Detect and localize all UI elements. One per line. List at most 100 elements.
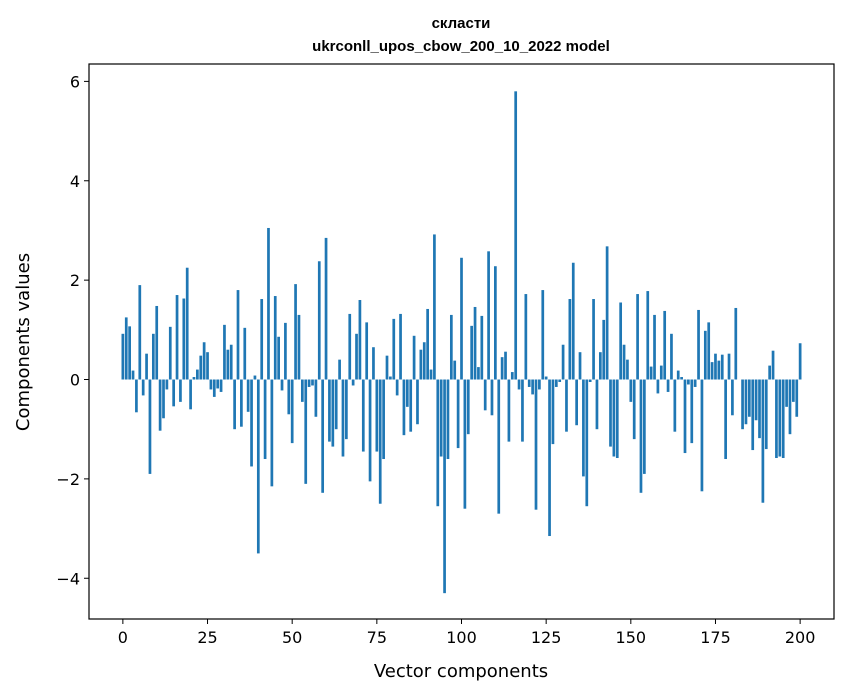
bar <box>405 379 409 407</box>
bar <box>477 367 480 380</box>
bar <box>741 379 744 430</box>
x-tick-label: 150 <box>616 628 647 647</box>
bar <box>561 344 565 380</box>
bar-series <box>121 91 802 594</box>
bar <box>189 379 192 410</box>
bar <box>629 379 633 402</box>
bar <box>372 347 375 380</box>
bar <box>578 352 582 380</box>
bar <box>145 353 148 380</box>
chart-subtitle: ukrconll_upos_cbow_200_10_2022 model <box>312 38 610 55</box>
bar <box>731 379 734 416</box>
bar <box>585 379 589 507</box>
bar <box>426 308 429 380</box>
x-tick-label: 100 <box>446 628 477 647</box>
bar <box>361 379 365 452</box>
bar <box>287 379 291 415</box>
bar <box>646 291 650 380</box>
bar <box>781 379 785 459</box>
bar <box>338 359 341 380</box>
bar <box>514 91 518 380</box>
x-tick-label: 25 <box>197 628 217 647</box>
bar <box>565 379 568 432</box>
bar <box>351 379 355 386</box>
bar <box>148 379 152 474</box>
bar <box>588 379 592 382</box>
y-tick-label: −4 <box>56 569 80 588</box>
bar <box>792 379 795 402</box>
bar <box>253 375 257 380</box>
bar <box>527 379 531 387</box>
bar <box>775 379 778 459</box>
bar <box>138 285 142 380</box>
bar <box>710 362 714 380</box>
bar <box>334 379 338 430</box>
bar <box>348 313 352 380</box>
bar <box>666 379 670 392</box>
bar <box>544 376 548 380</box>
bar <box>422 342 426 380</box>
bar <box>182 298 186 380</box>
bar <box>605 246 609 380</box>
bar <box>659 365 663 380</box>
x-axis-label: Vector components <box>374 661 548 682</box>
bar <box>128 326 131 380</box>
bar <box>551 379 555 445</box>
bar <box>172 379 176 407</box>
bar <box>788 379 792 435</box>
bar <box>758 379 761 439</box>
bar <box>663 310 667 380</box>
x-tick-label: 0 <box>118 628 128 647</box>
bar <box>368 379 372 482</box>
bar <box>226 349 230 380</box>
bar <box>399 313 402 380</box>
bar <box>446 379 450 460</box>
bar <box>466 379 470 435</box>
bar <box>179 379 182 402</box>
bar <box>622 344 626 380</box>
bar <box>436 379 440 507</box>
bar <box>470 325 474 380</box>
bar <box>307 379 311 387</box>
x-tick-label: 50 <box>282 628 302 647</box>
bar <box>632 379 636 440</box>
bar <box>155 305 159 380</box>
bar <box>331 379 335 447</box>
y-tick-label: 4 <box>70 172 80 191</box>
bar <box>223 324 226 380</box>
bar <box>135 379 138 413</box>
bar <box>744 379 748 425</box>
y-tick-label: −2 <box>56 470 80 489</box>
bar <box>568 299 572 380</box>
bar <box>510 372 514 380</box>
bar <box>311 379 314 386</box>
bar <box>548 379 551 537</box>
bar <box>724 379 727 460</box>
bar <box>216 379 220 389</box>
bar <box>751 379 755 451</box>
bar <box>747 379 751 417</box>
bar <box>483 379 487 411</box>
bar <box>456 379 460 449</box>
bar <box>345 379 348 440</box>
bar <box>615 379 619 459</box>
bar <box>504 351 507 380</box>
bar <box>673 379 677 432</box>
bar <box>382 379 385 460</box>
bar <box>453 360 457 380</box>
bar <box>419 349 423 380</box>
x-tick-label: 75 <box>367 628 387 647</box>
bar <box>497 379 501 514</box>
y-tick-label: 0 <box>70 371 80 390</box>
bar <box>727 353 731 380</box>
bar <box>494 266 497 380</box>
bar <box>263 379 267 460</box>
bar <box>219 379 223 392</box>
bar <box>358 300 362 380</box>
bar <box>500 357 504 380</box>
bar <box>185 267 189 380</box>
bar <box>595 379 599 430</box>
bar <box>517 379 521 390</box>
bar <box>162 379 165 419</box>
